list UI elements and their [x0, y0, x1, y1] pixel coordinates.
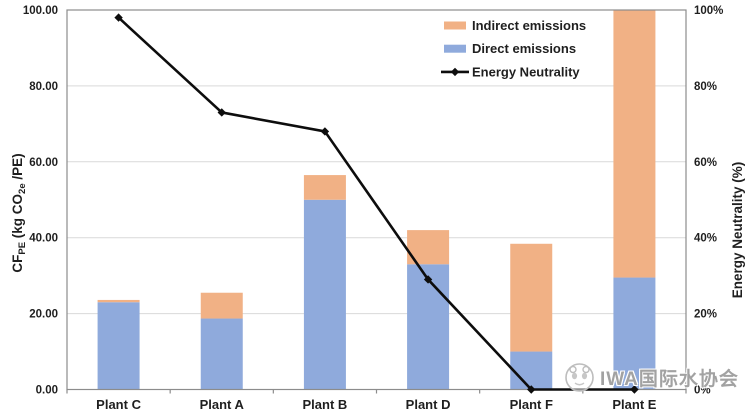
bar-indirect-plant-a — [200, 292, 243, 319]
legend-swatch-direct — [444, 44, 466, 53]
bar-direct-plant-c — [97, 302, 140, 390]
legend-diamond-marker — [450, 67, 460, 77]
y-left-tick-label: 60.00 — [29, 157, 58, 169]
energy-neutrality-line — [117, 16, 635, 391]
y-right-tick-label: 80% — [694, 81, 717, 93]
x-category-label: Plant D — [406, 397, 451, 412]
energy-neutrality-marker — [320, 127, 330, 136]
legend-label: Direct emissions — [472, 41, 576, 56]
y-left-tick-label: 0.00 — [36, 385, 58, 397]
y-left-tick-label: 100.00 — [23, 5, 58, 17]
x-category-label: Plant B — [303, 397, 348, 412]
bar-direct-plant-e — [613, 277, 656, 390]
bar-direct-plant-b — [303, 199, 346, 390]
legend-swatch-indirect — [444, 21, 466, 30]
bar-indirect-plant-f — [510, 243, 553, 352]
bar-direct-plant-a — [200, 318, 243, 390]
bar-direct-plant-d — [407, 264, 450, 390]
y-right-tick-label: 40% — [694, 233, 717, 245]
energy-neutrality-marker — [527, 385, 536, 394]
y-right-axis-title: Energy Neutrality (%) — [730, 162, 745, 299]
x-category-label: Plant E — [612, 397, 656, 412]
y-left-axis-title: CFPE (kg CO2e /PE) — [10, 153, 28, 272]
x-category-label: Plant A — [200, 397, 245, 412]
y-right-tick-label: 60% — [694, 157, 717, 169]
bar-indirect-plant-b — [303, 175, 346, 200]
energy-neutrality-marker — [114, 13, 123, 22]
x-category-label: Plant F — [510, 397, 553, 412]
y-right-tick-label: 20% — [694, 309, 717, 321]
y-left-tick-label: 80.00 — [29, 81, 58, 93]
energy-neutrality-marker — [630, 385, 639, 394]
bar-indirect-plant-e — [613, 10, 656, 278]
legend-label: Energy Neutrality — [472, 64, 580, 79]
bar-direct-plant-f — [510, 351, 553, 390]
y-right-tick-label: 100% — [694, 5, 723, 17]
x-category-label: Plant C — [96, 397, 141, 412]
legend-label: Indirect emissions — [472, 18, 586, 33]
energy-neutrality-marker — [423, 275, 433, 284]
y-right-tick-label: 0% — [694, 385, 711, 397]
bar-indirect-plant-c — [97, 299, 140, 303]
energy-neutrality-marker — [217, 108, 226, 117]
y-left-tick-label: 40.00 — [29, 233, 58, 245]
y-left-tick-label: 20.00 — [29, 309, 58, 321]
